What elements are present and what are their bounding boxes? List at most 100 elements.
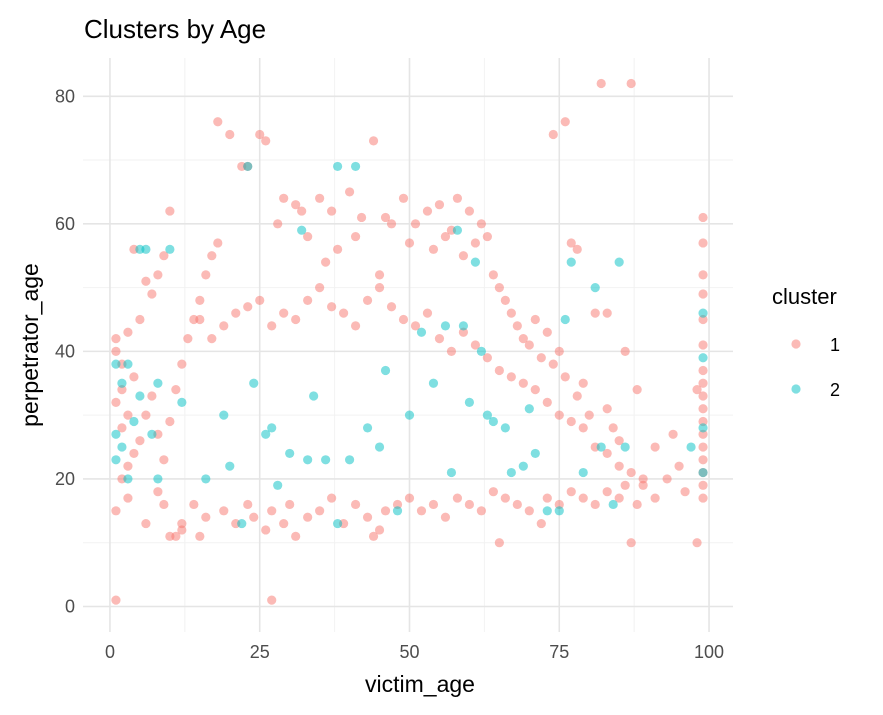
point-cluster-2 (249, 378, 259, 388)
point-cluster-1 (602, 487, 612, 497)
point-cluster-1 (201, 512, 211, 522)
point-cluster-1 (554, 499, 564, 510)
point-cluster-1 (626, 538, 636, 548)
point-cluster-1 (249, 512, 259, 522)
point-cluster-1 (111, 346, 121, 356)
point-cluster-1 (464, 206, 475, 216)
point-cluster-1 (692, 385, 702, 395)
point-cluster-1 (488, 487, 498, 497)
point-cluster-1 (638, 474, 648, 484)
point-cluster-1 (668, 429, 678, 439)
point-cluster-1 (590, 499, 600, 510)
point-cluster-2 (177, 397, 187, 407)
point-cluster-1 (165, 531, 175, 541)
point-cluster-2 (141, 244, 151, 254)
point-cluster-1 (350, 499, 361, 510)
point-cluster-1 (410, 219, 421, 229)
point-cluster-1 (566, 487, 576, 497)
point-cluster-1 (524, 506, 534, 516)
point-cluster-1 (698, 378, 708, 388)
x-axis-label: victim_age (365, 671, 475, 697)
point-cluster-1 (440, 512, 451, 522)
point-cluster-1 (117, 423, 127, 433)
point-cluster-2 (333, 161, 343, 172)
point-cluster-1 (446, 346, 457, 356)
point-cluster-1 (632, 499, 642, 510)
point-cluster-2 (135, 391, 145, 401)
point-cluster-2 (518, 461, 528, 471)
point-cluster-1 (662, 474, 672, 484)
point-cluster-2 (698, 423, 708, 433)
point-cluster-1 (698, 270, 708, 280)
point-cluster-1 (195, 295, 205, 305)
point-cluster-1 (698, 455, 708, 465)
point-cluster-1 (434, 334, 445, 344)
legend-label-1: 1 (830, 335, 840, 355)
point-cluster-1 (333, 244, 343, 254)
point-cluster-1 (614, 436, 624, 446)
point-cluster-1 (350, 231, 361, 242)
point-cluster-2 (267, 423, 277, 433)
point-cluster-1 (572, 391, 582, 401)
point-cluster-1 (638, 480, 648, 490)
point-cluster-1 (195, 314, 205, 325)
point-cluster-1 (285, 499, 295, 510)
point-cluster-1 (117, 385, 127, 395)
point-cluster-1 (512, 321, 522, 331)
point-cluster-1 (111, 506, 121, 516)
point-cluster-2 (111, 455, 121, 465)
point-cluster-1 (201, 270, 211, 280)
point-cluster-1 (111, 334, 121, 344)
point-cluster-2 (309, 391, 319, 401)
y-tick-label: 40 (55, 341, 75, 361)
point-cluster-1 (123, 461, 133, 471)
point-cluster-2 (464, 397, 475, 407)
point-cluster-1 (476, 506, 486, 516)
point-cluster-1 (159, 455, 169, 465)
point-cluster-1 (195, 531, 205, 541)
point-cluster-1 (518, 334, 528, 344)
point-cluster-1 (434, 200, 445, 210)
point-cluster-1 (129, 448, 139, 459)
point-cluster-2 (392, 506, 403, 516)
point-cluster-1 (698, 416, 708, 427)
point-cluster-1 (111, 595, 121, 605)
point-cluster-1 (536, 353, 546, 363)
point-cluster-1 (207, 334, 217, 344)
point-cluster-1 (135, 436, 145, 446)
point-cluster-1 (542, 493, 552, 503)
point-cluster-1 (171, 385, 181, 395)
point-cluster-2 (243, 161, 253, 172)
point-cluster-1 (518, 378, 528, 388)
point-cluster-1 (698, 289, 708, 299)
point-cluster-1 (153, 487, 163, 497)
legend: cluster 12 (772, 284, 840, 400)
point-cluster-1 (500, 295, 510, 305)
point-cluster-1 (374, 270, 385, 280)
point-cluster-1 (243, 302, 253, 312)
point-cluster-1 (141, 518, 151, 529)
point-cluster-1 (362, 295, 373, 305)
point-cluster-1 (225, 129, 235, 140)
point-cluster-1 (602, 308, 612, 318)
point-cluster-1 (542, 327, 552, 337)
point-cluster-1 (135, 314, 145, 325)
point-cluster-1 (177, 359, 187, 369)
point-cluster-1 (698, 404, 708, 414)
point-cluster-2 (506, 467, 516, 478)
point-cluster-1 (165, 206, 175, 216)
point-cluster-1 (698, 391, 708, 401)
point-cluster-1 (560, 117, 570, 127)
point-cluster-1 (159, 251, 169, 261)
point-cluster-1 (338, 308, 349, 318)
point-cluster-1 (596, 78, 606, 89)
point-cluster-2 (446, 467, 457, 478)
point-cluster-1 (279, 308, 289, 318)
point-cluster-1 (398, 193, 409, 203)
point-cluster-1 (129, 372, 139, 382)
point-cluster-2 (440, 321, 451, 331)
point-cluster-2 (123, 474, 133, 484)
x-tick-label: 0 (105, 642, 115, 662)
point-cluster-2 (452, 225, 463, 235)
